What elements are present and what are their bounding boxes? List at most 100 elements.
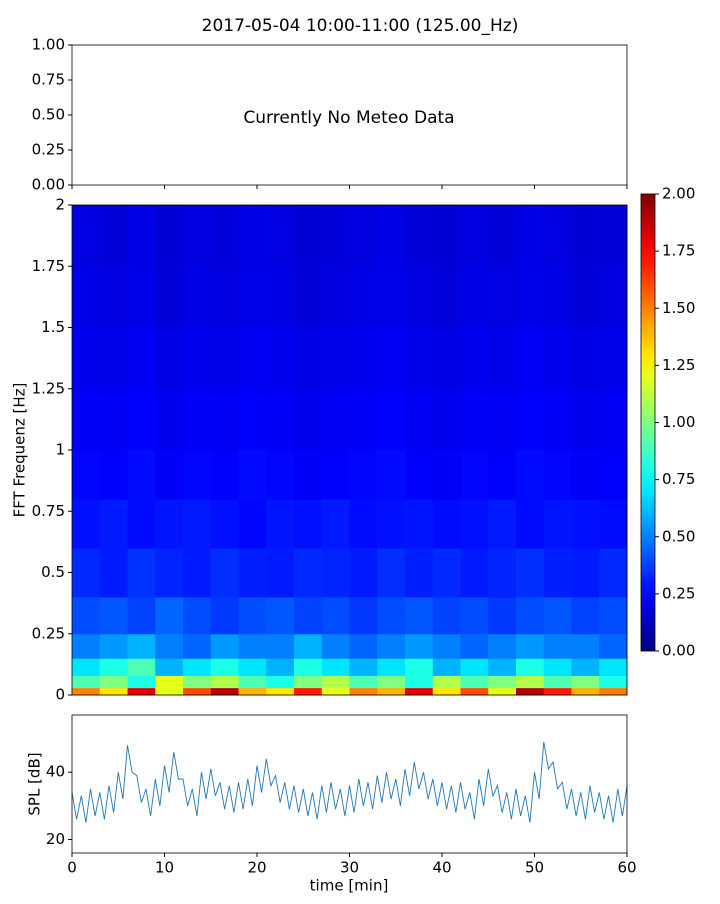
- heatmap-cell: [294, 388, 323, 451]
- heatmap-cell: [349, 266, 378, 328]
- heatmap-cell: [127, 205, 156, 267]
- heatmap-cell: [571, 205, 600, 267]
- heatmap-cell: [266, 205, 295, 267]
- heatmap-cell: [266, 633, 295, 659]
- heatmap-cell: [349, 205, 378, 267]
- x-tick-label: 0: [67, 859, 77, 877]
- heatmap-cell: [488, 266, 517, 328]
- heatmap-cell: [238, 675, 267, 689]
- heatmap-cell: [488, 205, 517, 267]
- colorbar-tick-label: 0.50: [662, 527, 695, 545]
- heatmap-cell: [210, 548, 239, 598]
- heatmap-cell: [377, 388, 406, 451]
- heatmap-cell: [516, 266, 545, 328]
- heatmap-cell: [543, 499, 572, 549]
- heatmap-cell: [321, 548, 350, 598]
- heatmap-cell: [72, 548, 101, 598]
- heatmap-cell: [72, 675, 101, 689]
- heatmap-cell: [432, 388, 461, 451]
- heatmap-cell: [321, 327, 350, 390]
- heatmap-cell: [543, 658, 572, 676]
- heatmap-cell: [599, 548, 628, 598]
- heatmap-cell: [183, 675, 212, 689]
- heatmap-cell: [72, 327, 101, 390]
- heatmap-cell: [127, 450, 156, 500]
- heatmap-cell: [599, 327, 628, 390]
- heatmap-cell: [183, 633, 212, 659]
- heatmap-cell: [183, 266, 212, 328]
- x-tick-label: 40: [432, 859, 451, 877]
- heatmap-cell: [155, 597, 184, 635]
- heatmap-cell: [460, 388, 489, 451]
- heatmap-cell: [377, 499, 406, 549]
- heatmap-cell: [571, 499, 600, 549]
- heatmap-cell: [377, 633, 406, 659]
- heatmap-cell: [321, 266, 350, 328]
- heatmap-cell: [543, 450, 572, 500]
- heatmap-cell: [266, 687, 295, 696]
- heatmap-cell: [238, 327, 267, 390]
- heatmap-cell: [405, 327, 434, 390]
- heatmap-cell: [571, 658, 600, 676]
- heatmap-cell: [377, 205, 406, 267]
- heatmap-cell: [72, 658, 101, 676]
- heatmap-cell: [349, 687, 378, 696]
- heatmap-cell: [543, 548, 572, 598]
- heatmap-cell: [599, 658, 628, 676]
- colorbar: [640, 193, 656, 652]
- heatmap-cell: [460, 499, 489, 549]
- heatmap-cell: [349, 597, 378, 635]
- heatmap-cell: [571, 327, 600, 390]
- heatmap-cell: [516, 205, 545, 267]
- heatmap-cell: [294, 499, 323, 549]
- y-tick-label: 2: [55, 196, 65, 214]
- heatmap-cell: [72, 597, 101, 635]
- heatmap-cell: [405, 388, 434, 451]
- heatmap-cell: [238, 597, 267, 635]
- heatmap-cell: [266, 266, 295, 328]
- heatmap-cell: [460, 548, 489, 598]
- heatmap-cell: [127, 499, 156, 549]
- heatmap-cell: [238, 658, 267, 676]
- x-axis-label: time [min]: [310, 877, 389, 895]
- heatmap-cell: [210, 388, 239, 451]
- heatmap-cell: [516, 597, 545, 635]
- heatmap-cell: [488, 633, 517, 659]
- heatmap-cell: [99, 450, 128, 500]
- heatmap-cell: [99, 597, 128, 635]
- heatmap-cell: [72, 266, 101, 328]
- heatmap-cell: [99, 327, 128, 390]
- heatmap-cell: [516, 658, 545, 676]
- heatmap-cell: [377, 450, 406, 500]
- heatmap-cell: [294, 548, 323, 598]
- heatmap-cell: [266, 499, 295, 549]
- heatmap-cell: [294, 327, 323, 390]
- y-tick-label: 0.75: [32, 502, 65, 520]
- heatmap-cell: [543, 327, 572, 390]
- heatmap-cell: [321, 687, 350, 696]
- heatmap-cell: [349, 450, 378, 500]
- heatmap-cell: [294, 450, 323, 500]
- y-axis-label: FFT Frequenz [Hz]: [11, 383, 29, 518]
- y-tick-label: 40: [46, 763, 65, 781]
- heatmap-cell: [99, 388, 128, 451]
- heatmap-cell: [405, 675, 434, 689]
- x-tick-label: 30: [340, 859, 359, 877]
- heatmap-cell: [488, 327, 517, 390]
- heatmap-cell: [183, 205, 212, 267]
- heatmap-cell: [321, 597, 350, 635]
- heatmap-cell: [238, 266, 267, 328]
- heatmap-cell: [599, 597, 628, 635]
- colorbar-tick-label: 0.75: [662, 470, 695, 488]
- heatmap-cell: [210, 205, 239, 267]
- heatmap-cell: [571, 633, 600, 659]
- heatmap-cell: [183, 548, 212, 598]
- heatmap-cell: [183, 388, 212, 451]
- heatmap-cell: [599, 675, 628, 689]
- heatmap-cell: [99, 548, 128, 598]
- heatmap-cell: [543, 597, 572, 635]
- heatmap-cell: [377, 266, 406, 328]
- heatmap-cell: [99, 205, 128, 267]
- heatmap-cell: [488, 687, 517, 696]
